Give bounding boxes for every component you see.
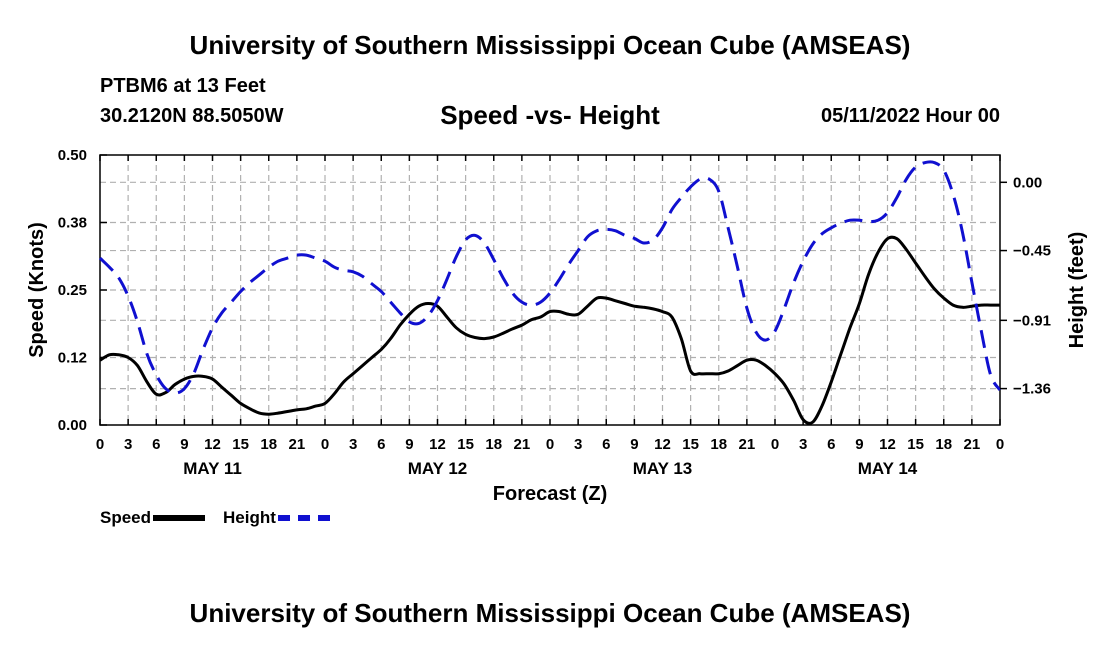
y-left-tick-label: 0.12 xyxy=(58,350,87,367)
legend-label-speed: Speed xyxy=(100,508,152,527)
series-line-speed xyxy=(99,235,1000,425)
x-tick-label: 9 xyxy=(630,436,638,453)
series-line-height xyxy=(98,160,1002,395)
x-tick-label: 12 xyxy=(879,436,896,453)
x-tick-label: 6 xyxy=(377,436,385,453)
x-day-label: MAY 11 xyxy=(183,459,242,478)
coordinates-label: 30.2120N 88.5050W xyxy=(100,105,284,127)
x-day-label: MAY 13 xyxy=(633,459,693,478)
forecast-datetime: 05/11/2022 Hour 00 xyxy=(820,105,1000,127)
x-tick-label: 21 xyxy=(739,436,756,453)
station-label: PTBM6 at 13 Feet xyxy=(100,75,266,97)
x-tick-label: 0 xyxy=(996,436,1004,453)
x-tick-label: 3 xyxy=(799,436,807,453)
y-left-tick-label: 0.38 xyxy=(58,215,87,232)
y-right-tick-label: −0.91 xyxy=(1013,312,1051,329)
y-right-tick-label: 0.00 xyxy=(1013,174,1042,191)
chart-main-title: University of Southern Mississippi Ocean… xyxy=(189,30,911,60)
x-tick-label: 18 xyxy=(710,436,727,453)
legend-label-height: Height xyxy=(223,508,276,527)
chart-repeat-title: University of Southern Mississippi Ocean… xyxy=(189,598,911,628)
x-tick-label: 3 xyxy=(124,436,132,453)
axis-tick-labels: 0 3 6 9 12 15 18 21 0 3 6 9 12 15 18 21 0 3 6 9 12 15 18 21 0 3 6 9… xyxy=(58,147,1051,478)
x-tick-label: 18 xyxy=(485,436,502,453)
x-tick-label: 6 xyxy=(827,436,835,453)
y-axis-right-label: Height (feet) xyxy=(1066,232,1088,349)
x-axis-label: Forecast (Z) xyxy=(493,483,607,505)
x-tick-label: 18 xyxy=(935,436,952,453)
y-left-tick-label: 0.50 xyxy=(58,147,87,164)
y-right-tick-label: −1.36 xyxy=(1013,381,1051,398)
x-tick-label: 18 xyxy=(260,436,277,453)
x-tick-label: 21 xyxy=(514,436,531,453)
x-tick-label: 9 xyxy=(180,436,188,453)
x-tick-label: 9 xyxy=(405,436,413,453)
series-lines xyxy=(98,160,1002,425)
legend-item-height: Height xyxy=(223,508,330,528)
x-tick-label: 0 xyxy=(321,436,329,453)
x-tick-label: 0 xyxy=(96,436,104,453)
x-tick-label: 15 xyxy=(457,436,474,453)
x-tick-label: 21 xyxy=(289,436,306,453)
x-tick-label: 15 xyxy=(682,436,699,453)
y-axis-left-label: Speed (Knots) xyxy=(26,222,48,358)
x-day-label: MAY 12 xyxy=(408,459,468,478)
y-right-tick-label: −0.45 xyxy=(1013,243,1051,260)
x-tick-label: 15 xyxy=(907,436,924,453)
legend-swatch-height xyxy=(277,515,330,521)
x-tick-label: 6 xyxy=(152,436,160,453)
x-tick-label: 6 xyxy=(602,436,610,453)
legend-swatch-speed xyxy=(153,515,206,521)
x-tick-label: 15 xyxy=(232,436,249,453)
x-tick-label: 0 xyxy=(771,436,779,453)
y-left-tick-label: 0.25 xyxy=(58,282,87,299)
x-tick-label: 12 xyxy=(429,436,446,453)
x-tick-label: 3 xyxy=(574,436,582,453)
x-day-label: MAY 14 xyxy=(858,459,918,478)
x-tick-label: 0 xyxy=(546,436,554,453)
x-tick-label: 12 xyxy=(204,436,221,453)
y-left-tick-label: 0.00 xyxy=(58,417,87,434)
chart-subtitle: Speed -vs- Height xyxy=(440,100,660,130)
x-tick-label: 12 xyxy=(654,436,671,453)
legend-item-speed: Speed xyxy=(100,508,206,528)
x-tick-label: 3 xyxy=(349,436,357,453)
x-tick-label: 9 xyxy=(855,436,863,453)
chart-legend: Speed Height xyxy=(100,508,348,528)
axis-ticks xyxy=(99,154,1007,426)
x-tick-label: 21 xyxy=(964,436,981,453)
